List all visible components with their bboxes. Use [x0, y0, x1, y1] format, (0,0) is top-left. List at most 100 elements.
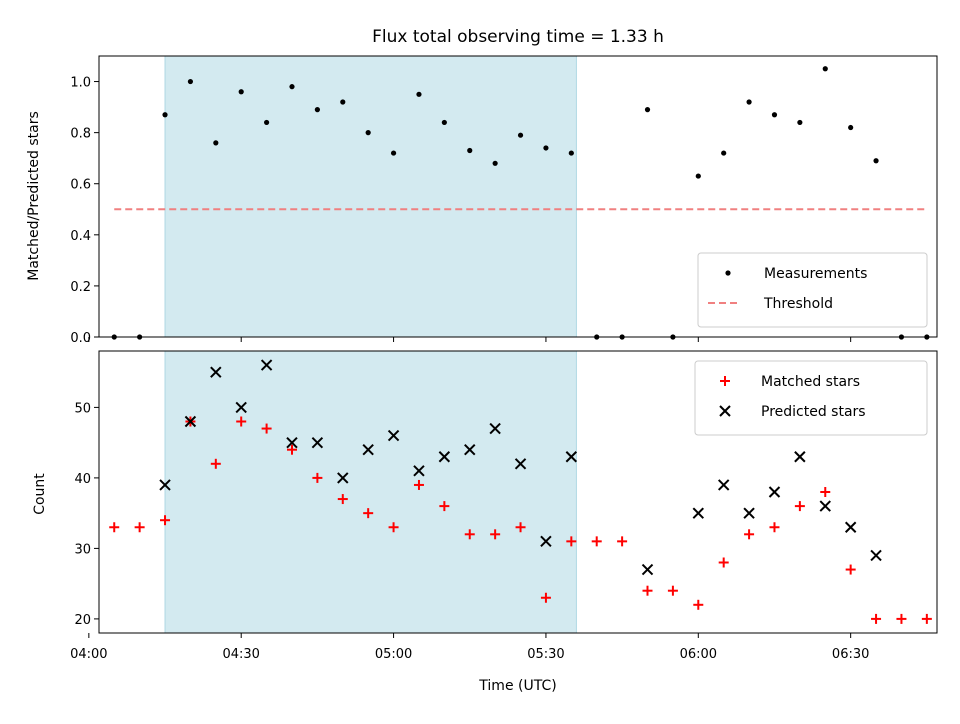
x-tick-label: 06:00	[680, 647, 717, 662]
data-point	[695, 173, 701, 179]
data-point	[492, 160, 498, 166]
data-point	[210, 366, 222, 378]
axes-frame	[98, 55, 938, 338]
data-point	[794, 451, 806, 463]
data-point	[870, 549, 882, 562]
data-point	[769, 522, 780, 533]
y-tick-label: 30	[74, 542, 91, 557]
data-point	[438, 451, 451, 463]
data-point	[896, 613, 907, 624]
data-point	[565, 451, 578, 463]
data-point	[514, 458, 527, 470]
y-tick-label: 0.4	[70, 229, 91, 244]
legend-marker-x	[719, 405, 731, 417]
data-point	[771, 112, 778, 118]
y-tick-label: 40	[74, 472, 91, 487]
data-point	[844, 521, 857, 533]
data-point	[467, 147, 473, 154]
data-point	[848, 124, 854, 131]
data-point-stroke	[844, 521, 857, 533]
legend-marker-plus	[720, 376, 730, 386]
data-point	[261, 423, 272, 434]
data-point	[591, 536, 602, 547]
data-point	[260, 359, 273, 371]
data-point	[743, 507, 755, 519]
data-point	[543, 145, 549, 151]
data-point-stroke	[565, 451, 578, 463]
top-panel: 0.0 0.2 0.4 0.6 0.8 1.0 Measurements Threshold	[70, 55, 938, 346]
data-point-stroke	[540, 535, 552, 548]
data-point	[235, 401, 247, 414]
data-point	[286, 444, 297, 455]
data-point	[413, 465, 425, 477]
data-point	[311, 436, 324, 449]
data-point	[822, 66, 828, 72]
data-point	[768, 486, 781, 498]
data-point	[489, 422, 501, 435]
x-tick-label: 04:30	[222, 647, 259, 662]
data-point	[693, 599, 704, 610]
legend: Matched stars Predicted stars	[694, 360, 928, 436]
y-tick-label: 0.2	[70, 280, 91, 295]
data-point-stroke	[870, 549, 882, 562]
data-point-stroke	[438, 451, 451, 463]
data-point	[746, 99, 752, 105]
data-point-stroke	[286, 436, 298, 449]
data-point	[845, 564, 856, 575]
data-point	[642, 585, 653, 596]
data-point	[464, 529, 475, 540]
data-point	[390, 150, 397, 156]
x-tick-label: 04:00	[70, 647, 107, 662]
data-point	[617, 536, 628, 547]
data-point-stroke	[413, 465, 425, 477]
data-point	[160, 515, 171, 526]
data-point	[210, 458, 221, 469]
data-point	[213, 140, 219, 146]
data-point	[416, 91, 422, 97]
data-point-stroke	[641, 563, 654, 576]
data-point-stroke	[514, 458, 527, 470]
data-point	[921, 613, 932, 624]
data-point	[286, 436, 298, 449]
legend-label: Threshold	[763, 296, 833, 312]
data-point-stroke	[260, 359, 273, 371]
data-point	[337, 494, 348, 505]
y-tick-label: 0.0	[70, 331, 91, 346]
data-point	[540, 535, 552, 548]
data-point	[540, 592, 551, 603]
data-point-stroke	[489, 422, 501, 435]
highlight-span	[164, 350, 577, 634]
data-point	[236, 416, 247, 427]
bottom-panel: 20 30 40 50 04:00 04:30 05:00 05:30 06:00 06:30 Ma…	[70, 350, 938, 662]
data-point	[365, 130, 371, 136]
data-point-stroke	[768, 486, 781, 498]
data-point-stroke	[362, 443, 374, 456]
axes-frame	[98, 350, 938, 634]
data-point	[873, 158, 879, 164]
data-point	[517, 132, 524, 138]
data-point-stroke	[387, 429, 400, 442]
data-point	[744, 529, 755, 540]
data-point	[312, 472, 323, 483]
data-point	[566, 536, 577, 547]
data-point-stroke	[210, 366, 222, 378]
data-point-stroke	[717, 479, 730, 491]
legend-marker-dot	[725, 270, 731, 276]
data-point	[667, 585, 678, 596]
data-point	[641, 563, 654, 576]
data-point	[314, 107, 320, 113]
x-tick-label: 05:00	[375, 647, 412, 662]
data-point	[337, 472, 349, 484]
top-y-axis-title: Matched/Predicted stars	[26, 111, 42, 281]
data-point-stroke	[235, 401, 247, 414]
data-point	[388, 522, 399, 533]
legend-label: Predicted stars	[761, 404, 866, 420]
data-point	[134, 522, 145, 533]
bottom-y-axis-title: Count	[32, 473, 48, 515]
data-point	[644, 107, 651, 113]
legend-label: Matched stars	[761, 374, 860, 390]
data-point	[692, 507, 705, 519]
data-point	[362, 443, 374, 456]
data-point	[264, 119, 270, 126]
